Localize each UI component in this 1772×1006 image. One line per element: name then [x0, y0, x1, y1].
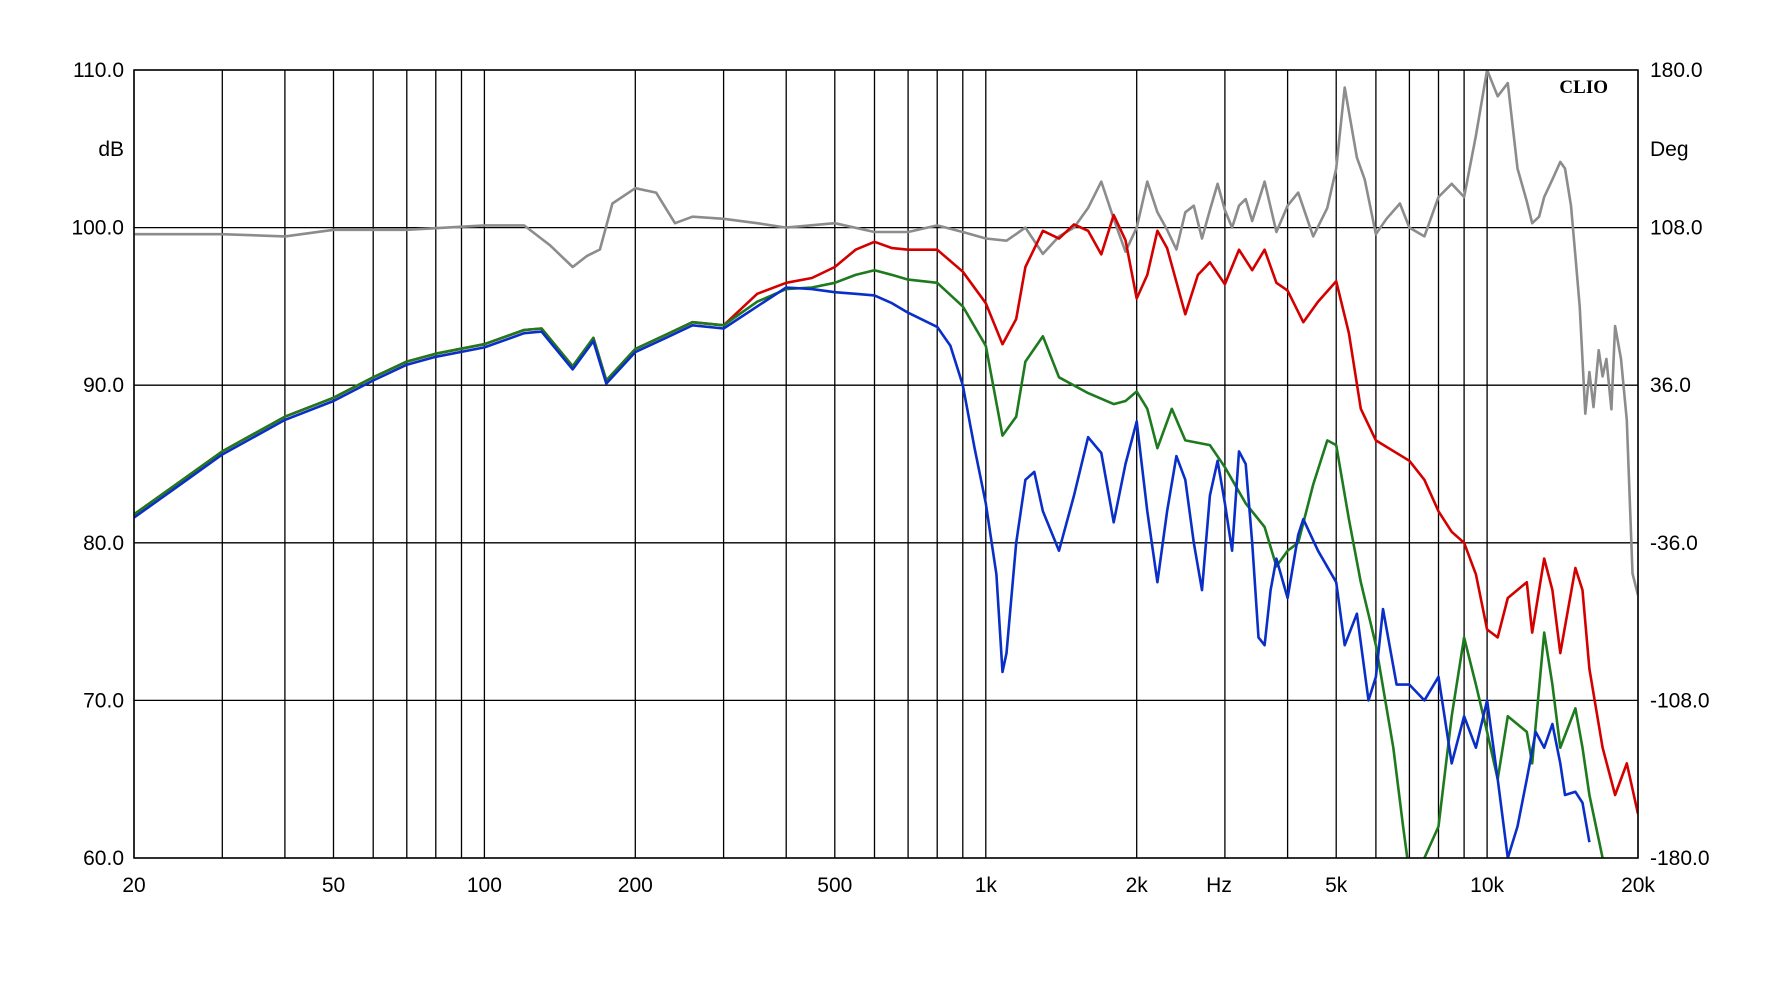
y-left-tick-label: 80.0 [83, 532, 124, 555]
x-tick-label: 500 [817, 874, 852, 897]
axis-labels: CLIO dB Deg Hz 20 50 100 200 500 1k 2k 5k 10k 20k… [71, 59, 1709, 897]
y-right-tick-label: 36.0 [1650, 374, 1691, 397]
x-tick-label: 2k [1126, 874, 1149, 897]
y-left-tick-label: 100.0 [71, 217, 124, 240]
series-line-1 [134, 70, 1638, 596]
y-right-unit-label: Deg [1650, 138, 1689, 161]
series-line-4 [134, 286, 1591, 858]
y-right-tick-label: -180.0 [1650, 847, 1710, 870]
x-tick-label: 20k [1621, 874, 1655, 897]
x-unit-label: Hz [1206, 874, 1232, 897]
y-left-tick-label: 90.0 [83, 374, 124, 397]
brand-label: CLIO [1559, 77, 1608, 98]
x-tick-label: 100 [467, 874, 502, 897]
y-right-tick-label: -108.0 [1650, 689, 1710, 712]
y-left-tick-label: 110.0 [73, 59, 124, 82]
y-right-tick-label: -36.0 [1650, 532, 1698, 555]
plot-frame [133, 69, 1639, 859]
x-tick-label: 10k [1470, 874, 1504, 897]
y-right-tick-label: 108.0 [1650, 217, 1703, 240]
y-left-unit-label: dB [98, 138, 124, 161]
x-tick-label: 20 [122, 874, 145, 897]
curves [134, 70, 1638, 858]
series-line-2 [134, 213, 1638, 815]
series-line-3 [134, 268, 1604, 858]
y-left-tick-label: 60.0 [83, 847, 124, 870]
y-left-tick-label: 70.0 [83, 689, 124, 712]
x-tick-label: 5k [1325, 874, 1348, 897]
x-tick-label: 200 [618, 874, 653, 897]
y-right-tick-label: 180.0 [1650, 59, 1703, 82]
x-tick-label: 50 [322, 874, 345, 897]
x-tick-label: 1k [975, 874, 998, 897]
